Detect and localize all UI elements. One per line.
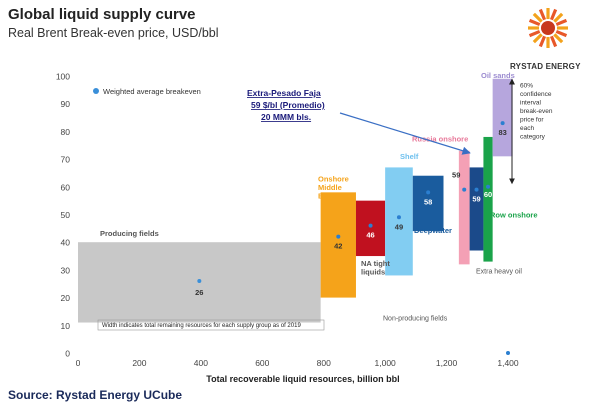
average-label: 42 [334,242,342,251]
average-marker [500,121,505,126]
average-marker [486,184,491,189]
x-tick-label: 1,000 [375,358,397,368]
label-shelf: Shelf [400,152,419,161]
chart-subtitle: Real Brent Break-even price, USD/bbl [8,26,219,40]
label-deepwater: Deepwater [414,226,452,235]
legend-label: Weighted average breakeven [103,87,201,96]
label-onshore-middle-east: Onshore Middle East [318,174,349,200]
logo-ray [553,12,564,23]
average-label: 49 [395,222,403,231]
x-tick-label: 1,200 [436,358,458,368]
y-tick-label: 90 [61,99,71,109]
callout-line-3: 20 MMM bls. [261,112,311,122]
supply-block-7 [483,136,493,262]
logo-ray [538,35,547,48]
logo-ray [553,33,564,44]
label-producing-fields: Producing fields [100,229,159,238]
logo-ray [532,33,543,44]
x-tick-label: 200 [132,358,146,368]
y-tick-label: 10 [61,321,71,331]
label-russia-onshore: Russia onshore [412,135,468,144]
supply-block-2 [355,200,386,257]
average-marker [368,223,373,228]
logo-ray [528,29,541,38]
supply-block-3 [385,167,413,276]
supply-block-4 [412,175,444,232]
y-tick-label: 60 [61,182,71,192]
x-tick-label: 600 [255,358,269,368]
logo-ray [538,8,547,21]
average-marker [426,190,431,195]
logo-ray [528,18,541,27]
chart-title: Global liquid supply curve [8,6,196,23]
supply-block-5 [458,150,470,265]
x-tick-label: 1,400 [497,358,519,368]
label-na-tight: NA tight liquids [361,259,390,277]
average-marker [462,187,467,192]
label-non-producing: Non-producing fields [383,316,448,323]
supply-block-1 [320,192,356,298]
callout-line-1: Extra-Pesado Faja [247,88,321,98]
average-label: 46 [366,231,374,240]
y-tick-label: 100 [56,72,70,82]
x-axis-title: Total recoverable liquid resources, bill… [206,374,399,384]
source-note: Source: Rystad Energy UCube [8,388,183,402]
y-tick-label: 40 [61,238,71,248]
x-tick-label: 0 [76,358,81,368]
average-marker [396,215,401,220]
logo-ray [532,12,543,23]
y-tick-label: 80 [61,127,71,137]
logo-ray [555,29,568,38]
label-extra-heavy: Extra heavy oil [476,269,522,276]
callout-line-2: 59 $/bl (Promedio) [251,100,325,110]
x-tick-label: 800 [317,358,331,368]
y-tick-label: 30 [61,265,71,275]
y-tick-label: 50 [61,210,71,220]
logo-ray [555,18,568,27]
logo-ray [549,35,558,48]
average-marker [474,187,479,192]
logo-core [541,21,555,35]
average-label: 26 [195,288,203,297]
average-label: 59 [452,171,460,180]
average-label: 83 [498,128,506,137]
label-confidence-note: 60% confidence interval break-even price for… [520,83,553,141]
supply-block-8 [492,78,513,157]
average-marker [336,234,341,239]
average-label: 60 [484,190,492,199]
callout-arrow [339,112,471,155]
label-oil-sands: Oil sands [481,71,515,80]
legend-marker [93,88,99,94]
average-label: 58 [424,197,432,206]
average-marker [197,278,202,283]
logo-ray [549,8,558,21]
logo-text: RYSTAD ENERGY [510,62,581,71]
average-label: 59 [472,195,480,204]
y-tick-label: 0 [65,349,70,359]
outlier-marker [506,351,510,355]
y-tick-label: 70 [61,155,71,165]
label-width-note: Width indicates total remaining resource… [102,323,301,329]
label-row-onshore: Row onshore [490,210,538,219]
supply-block-6 [469,167,484,251]
y-tick-label: 20 [61,293,71,303]
x-tick-label: 400 [194,358,208,368]
width-note-frame [97,319,325,331]
